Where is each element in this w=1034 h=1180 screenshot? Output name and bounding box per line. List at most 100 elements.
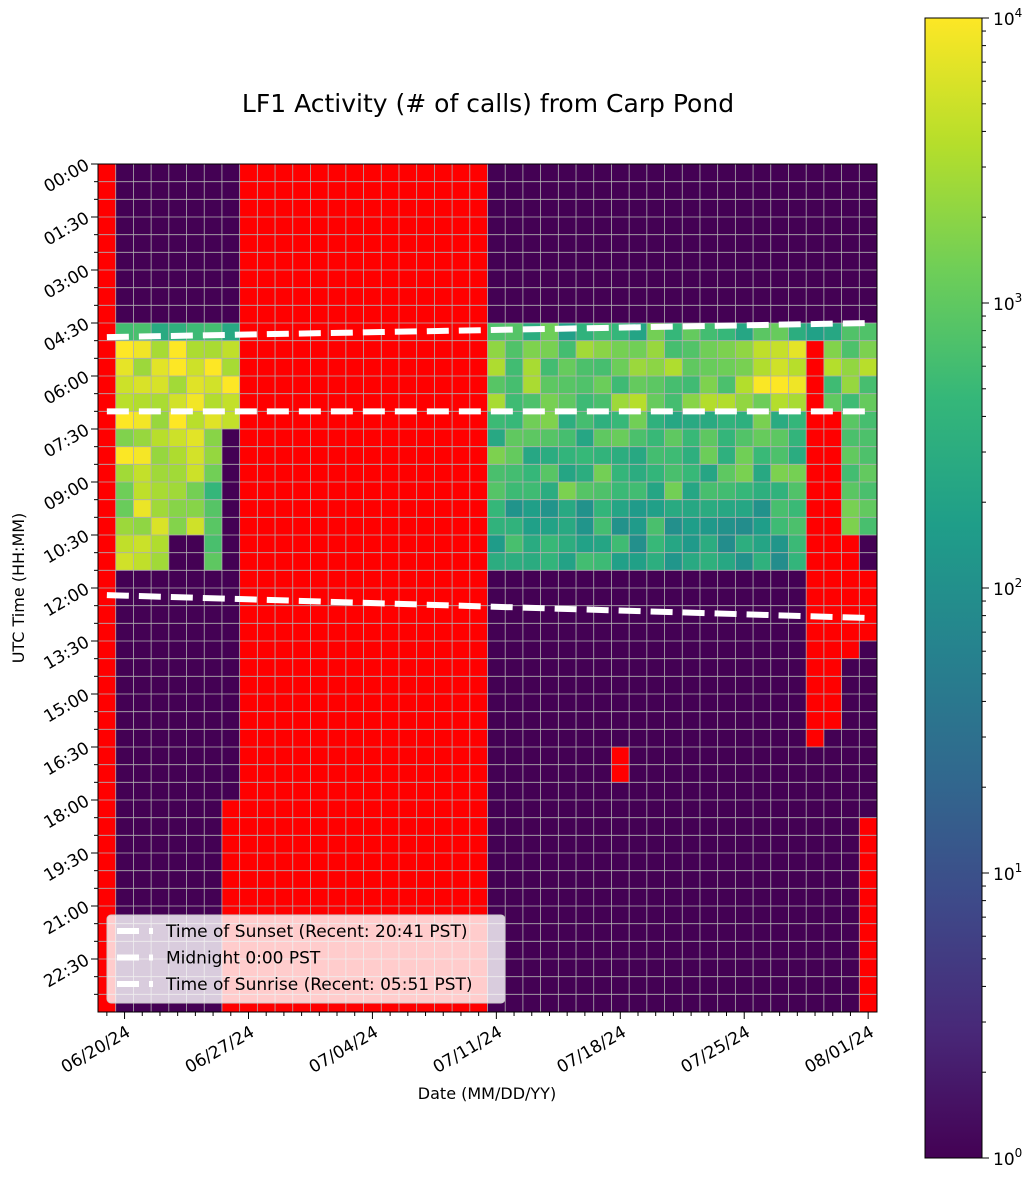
- heatmap-cell: [151, 340, 170, 359]
- heatmap-cell: [133, 747, 152, 766]
- heatmap-cell: [221, 411, 241, 430]
- heatmap-cell: [611, 411, 630, 430]
- heatmap-cell: [221, 817, 241, 836]
- heatmap-cell: [487, 217, 506, 236]
- heatmap-cell: [133, 888, 152, 907]
- heatmap-cell: [558, 535, 577, 554]
- heatmap-cell: [275, 800, 294, 819]
- heatmap-cell: [487, 623, 506, 642]
- heatmap-cell: [452, 747, 471, 766]
- heatmap-cell: [487, 376, 506, 395]
- heatmap-cell: [239, 676, 258, 695]
- heatmap-cell: [682, 535, 701, 554]
- heatmap-cell: [699, 906, 719, 925]
- heatmap-cell: [522, 835, 542, 854]
- heatmap-cell: [221, 870, 241, 889]
- heatmap-cell: [522, 641, 542, 660]
- heatmap-cell: [593, 305, 612, 324]
- heatmap-cell: [151, 499, 170, 518]
- heatmap-cell: [611, 358, 630, 377]
- heatmap-cell: [540, 464, 559, 483]
- heatmap-cell: [770, 464, 789, 483]
- heatmap-cell: [434, 588, 453, 607]
- heatmap-cell: [611, 340, 630, 359]
- heatmap-cell: [434, 817, 453, 836]
- heatmap-cell: [416, 570, 435, 589]
- heatmap-cell: [788, 446, 807, 465]
- heatmap-cell: [434, 164, 453, 183]
- heatmap-cell: [717, 164, 736, 183]
- heatmap-cell: [416, 305, 435, 324]
- heatmap-cell: [505, 340, 524, 359]
- heatmap-cell: [735, 358, 754, 377]
- heatmap-cell: [505, 499, 524, 518]
- heatmap-cell: [664, 482, 683, 501]
- heatmap-cell: [611, 676, 630, 695]
- heatmap-cell: [629, 535, 648, 554]
- heatmap-cell: [753, 623, 772, 642]
- heatmap-cell: [558, 641, 577, 660]
- heatmap-cell: [381, 252, 400, 271]
- heatmap-cell: [770, 764, 789, 783]
- heatmap-cell: [699, 800, 719, 819]
- heatmap-cell: [381, 641, 400, 660]
- heatmap-cell: [682, 287, 701, 306]
- heatmap-cell: [664, 270, 683, 289]
- heatmap-cell: [151, 234, 170, 253]
- heatmap-cell: [593, 181, 612, 200]
- heatmap-cell: [646, 517, 665, 536]
- heatmap-cell: [151, 482, 170, 501]
- heatmap-cell: [505, 535, 524, 554]
- y-axis: 00:0001:3003:0004:3006:0007:3009:0010:30…: [41, 155, 98, 995]
- heatmap-cell: [770, 641, 789, 660]
- heatmap-cell: [239, 782, 258, 801]
- heatmap-cell: [558, 764, 577, 783]
- heatmap-cell: [186, 217, 205, 236]
- heatmap-cell: [823, 588, 842, 607]
- heatmap-cell: [629, 464, 648, 483]
- heatmap-cell: [204, 623, 223, 642]
- heatmap-cell: [735, 217, 754, 236]
- heatmap-cell: [98, 446, 117, 465]
- heatmap-cell: [540, 287, 559, 306]
- heatmap-cell: [257, 199, 276, 218]
- heatmap-cell: [487, 605, 506, 624]
- heatmap-cell: [292, 199, 311, 218]
- heatmap-cell: [398, 270, 418, 289]
- heatmap-cell: [168, 252, 187, 271]
- heatmap-cell: [168, 234, 187, 253]
- heatmap-cell: [699, 181, 719, 200]
- heatmap-cell: [611, 976, 630, 995]
- heatmap-cell: [151, 694, 170, 713]
- heatmap-cell: [629, 764, 648, 783]
- heatmap-cell: [646, 164, 665, 183]
- heatmap-cell: [823, 817, 842, 836]
- heatmap-cell: [505, 676, 524, 695]
- heatmap-cell: [859, 358, 878, 377]
- heatmap-cell: [841, 994, 860, 1013]
- heatmap-cell: [611, 959, 630, 978]
- heatmap-cell: [558, 376, 577, 395]
- heatmap-cell: [363, 535, 382, 554]
- heatmap-cell: [469, 711, 488, 730]
- heatmap-cell: [452, 199, 471, 218]
- heatmap-cell: [115, 694, 134, 713]
- heatmap-cell: [664, 340, 683, 359]
- heatmap-cell: [576, 870, 595, 889]
- heatmap-cell: [522, 429, 542, 448]
- heatmap-cell: [328, 658, 347, 677]
- heatmap-cell: [469, 817, 488, 836]
- heatmap-cell: [133, 340, 152, 359]
- heatmap-cell: [540, 570, 559, 589]
- heatmap-cell: [823, 570, 842, 589]
- heatmap-cell: [434, 393, 453, 412]
- heatmap-cell: [310, 411, 329, 430]
- heatmap-cell: [434, 870, 453, 889]
- heatmap-cell: [717, 499, 736, 518]
- heatmap-cell: [487, 393, 506, 412]
- heatmap-cell: [505, 570, 524, 589]
- heatmap-cell: [257, 711, 276, 730]
- heatmap-cell: [576, 817, 595, 836]
- heatmap-cell: [699, 658, 719, 677]
- heatmap-cell: [646, 464, 665, 483]
